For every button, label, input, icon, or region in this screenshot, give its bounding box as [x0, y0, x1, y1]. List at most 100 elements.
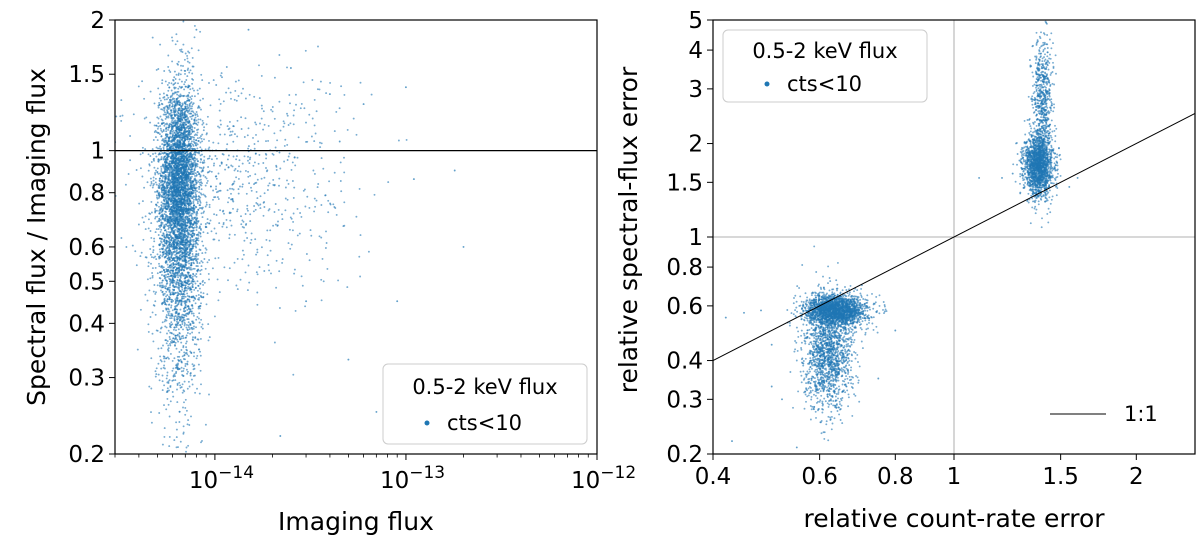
scatter-point — [186, 329, 189, 332]
scatter-point — [164, 123, 167, 126]
scatter-point — [180, 241, 183, 244]
scatter-point — [192, 226, 194, 229]
scatter-point — [162, 205, 165, 208]
scatter-point — [161, 202, 164, 205]
scatter-point — [158, 133, 161, 136]
scatter-point — [176, 114, 179, 117]
scatter-point — [161, 303, 164, 306]
scatter-point — [175, 428, 178, 431]
scatter-point — [161, 321, 164, 324]
scatter-point — [190, 98, 193, 100]
scatter-point — [173, 250, 176, 253]
scatter-point — [172, 129, 175, 132]
scatter-point — [191, 188, 193, 191]
scatter-point — [155, 367, 158, 370]
scatter-point — [185, 118, 188, 121]
scatter-point — [165, 342, 168, 345]
scatter-point — [203, 281, 206, 284]
scatter-point — [154, 292, 157, 295]
scatter-point — [180, 64, 182, 67]
scatter-point — [157, 122, 160, 125]
scatter-point — [180, 249, 183, 252]
scatter-point — [164, 176, 167, 179]
scatter-point — [171, 176, 174, 179]
scatter-point — [170, 161, 173, 164]
scatter-point — [190, 327, 193, 329]
scatter-point — [170, 164, 173, 167]
scatter-point — [157, 117, 160, 120]
scatter-point — [180, 116, 183, 119]
scatter-point — [170, 215, 173, 218]
scatter-point — [179, 120, 181, 123]
scatter-point — [162, 234, 164, 237]
scatter-point — [142, 238, 145, 241]
scatter-point — [190, 160, 193, 163]
scatter-point — [192, 312, 195, 315]
scatter-point — [161, 171, 164, 174]
scatter-point — [170, 246, 173, 248]
scatter-point — [177, 107, 180, 110]
scatter-point — [181, 297, 184, 300]
scatter-point — [147, 227, 150, 230]
scatter-point — [180, 157, 183, 160]
scatter-point — [172, 374, 175, 377]
scatter-point — [184, 221, 187, 224]
scatter-point — [179, 134, 182, 136]
scatter-point — [151, 332, 154, 335]
scatter-point — [195, 183, 197, 186]
scatter-point — [163, 124, 166, 127]
scatter-point — [170, 238, 173, 241]
scatter-point — [155, 373, 158, 376]
scatter-point — [189, 163, 191, 166]
scatter-point — [187, 285, 190, 288]
scatter-point — [172, 97, 174, 100]
scatter-point — [171, 170, 174, 173]
scatter-point — [185, 171, 188, 174]
scatter-point — [180, 386, 183, 389]
scatter-point — [202, 174, 205, 177]
scatter-point — [168, 233, 171, 236]
scatter-point — [160, 265, 163, 268]
scatter-point — [174, 153, 177, 156]
scatter-point — [195, 119, 198, 122]
scatter-point — [199, 30, 202, 33]
scatter-point — [147, 153, 150, 156]
scatter-point — [149, 155, 152, 157]
scatter-point — [180, 370, 183, 373]
scatter-point — [162, 226, 165, 229]
scatter-point — [191, 307, 194, 310]
scatter-point — [164, 117, 167, 120]
scatter-point — [213, 213, 216, 216]
scatter-point — [166, 158, 169, 161]
scatter-point — [171, 193, 174, 196]
scatter-point — [173, 131, 176, 134]
scatter-point — [190, 312, 193, 315]
scatter-point — [164, 80, 167, 83]
scatter-point — [204, 176, 207, 178]
scatter-point — [186, 145, 189, 148]
scatter-point — [184, 250, 187, 252]
scatter-point — [190, 291, 193, 293]
scatter-point — [186, 360, 189, 363]
scatter-point — [161, 443, 164, 446]
scatter-point — [176, 164, 179, 167]
scatter-point — [191, 284, 194, 287]
scatter-point — [172, 83, 175, 86]
scatter-point — [191, 128, 194, 131]
scatter-point — [152, 290, 155, 293]
scatter-point — [195, 326, 197, 329]
scatter-point — [176, 367, 179, 369]
scatter-point — [199, 273, 202, 276]
scatter-point — [184, 365, 187, 367]
scatter-point — [160, 165, 163, 168]
scatter-point — [179, 166, 182, 169]
scatter-point — [187, 84, 190, 87]
scatter-point — [181, 102, 184, 105]
scatter-point — [212, 79, 215, 82]
scatter-point — [156, 215, 159, 218]
scatter-point — [195, 182, 198, 184]
scatter-point — [163, 213, 166, 216]
scatter-point — [163, 435, 166, 438]
scatter-point — [164, 318, 167, 321]
